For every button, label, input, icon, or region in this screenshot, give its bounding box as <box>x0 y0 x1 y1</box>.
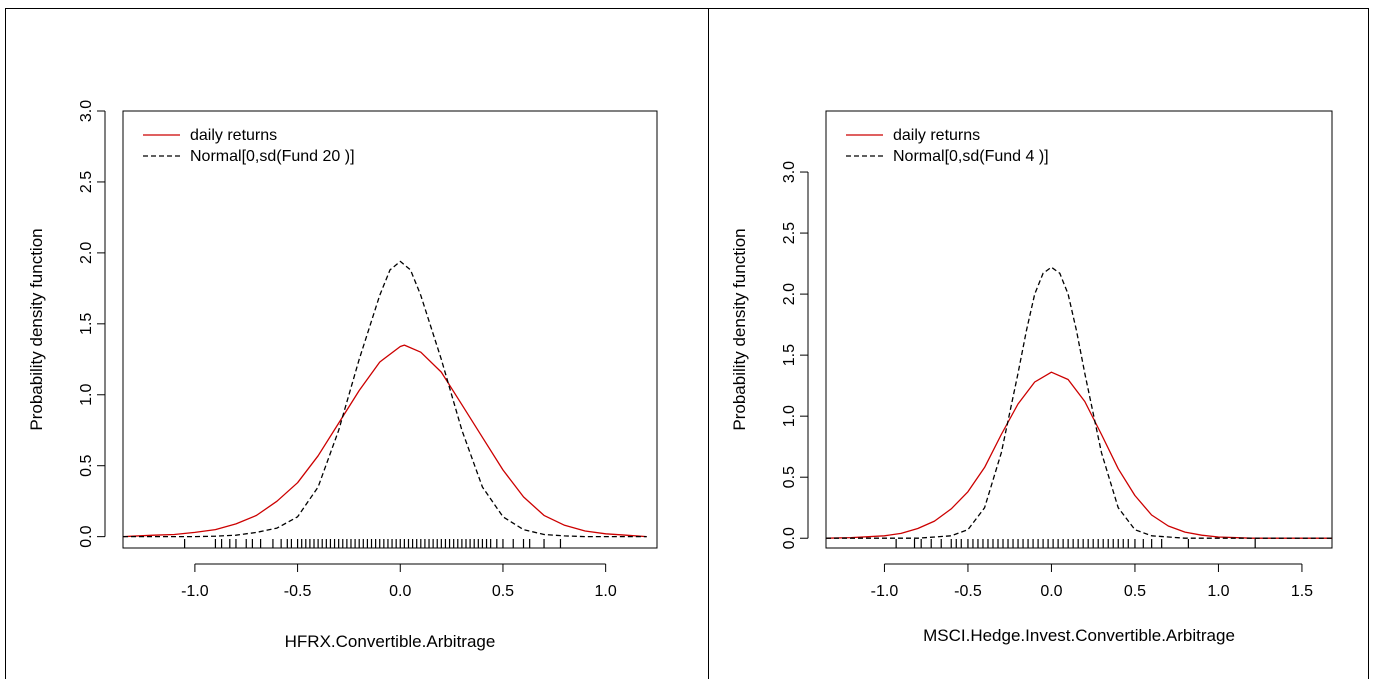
y-tick-label: 2.0 <box>78 242 95 264</box>
plot-frame <box>825 110 1333 549</box>
x-axis-title: HFRX.Convertible.Arbitrage <box>285 632 496 651</box>
y-axis-title: Probability density function <box>27 228 46 430</box>
y-tick-label: 1.0 <box>78 384 95 406</box>
y-tick-label: 0.0 <box>78 525 95 547</box>
y-tick-label: 0.5 <box>78 454 95 476</box>
x-tick-label: -0.5 <box>954 583 982 600</box>
x-tick-label: 0.0 <box>389 583 411 600</box>
y-tick-label: 2.5 <box>78 171 95 193</box>
normal-density-line <box>123 260 647 538</box>
normal-density-line <box>826 266 1332 539</box>
legend-label: daily returns <box>190 127 277 144</box>
y-tick-label: 2.0 <box>781 283 798 305</box>
y-tick-label: 2.5 <box>781 222 798 244</box>
x-tick-label: 0.0 <box>1040 583 1062 600</box>
x-tick-label: 0.5 <box>492 583 514 600</box>
legend-label: Normal[0,sd(Fund 4 )] <box>893 148 1049 165</box>
x-tick-label: 0.5 <box>1124 583 1146 600</box>
y-tick-label: 1.0 <box>781 405 798 427</box>
y-tick-label: 0.5 <box>781 466 798 488</box>
daily-returns-line <box>825 371 1332 539</box>
table-border-top <box>5 8 1369 9</box>
x-tick-label: -1.0 <box>181 583 209 600</box>
plot-frame <box>122 110 658 549</box>
table-border-right <box>1368 8 1369 679</box>
y-tick-label: 3.0 <box>781 161 798 183</box>
table-border-left <box>5 8 6 679</box>
x-tick-label: 1.0 <box>1207 583 1229 600</box>
x-tick-label: 1.5 <box>1291 583 1313 600</box>
y-axis-title: Probability density function <box>730 228 749 430</box>
daily-returns-line <box>122 344 647 538</box>
x-tick-label: 1.0 <box>595 583 617 600</box>
legend-label: daily returns <box>893 127 980 144</box>
y-tick-label: 1.5 <box>781 344 798 366</box>
y-tick-label: 3.0 <box>78 100 95 122</box>
y-tick-label: 1.5 <box>78 313 95 335</box>
x-tick-label: -0.5 <box>284 583 312 600</box>
x-axis-title: MSCI.Hedge.Invest.Convertible.Arbitrage <box>923 626 1235 645</box>
y-tick-label: 0.0 <box>781 527 798 549</box>
legend-label: Normal[0,sd(Fund 20 )] <box>190 148 355 165</box>
table-border-middle <box>708 8 709 679</box>
x-tick-label: -1.0 <box>871 583 899 600</box>
